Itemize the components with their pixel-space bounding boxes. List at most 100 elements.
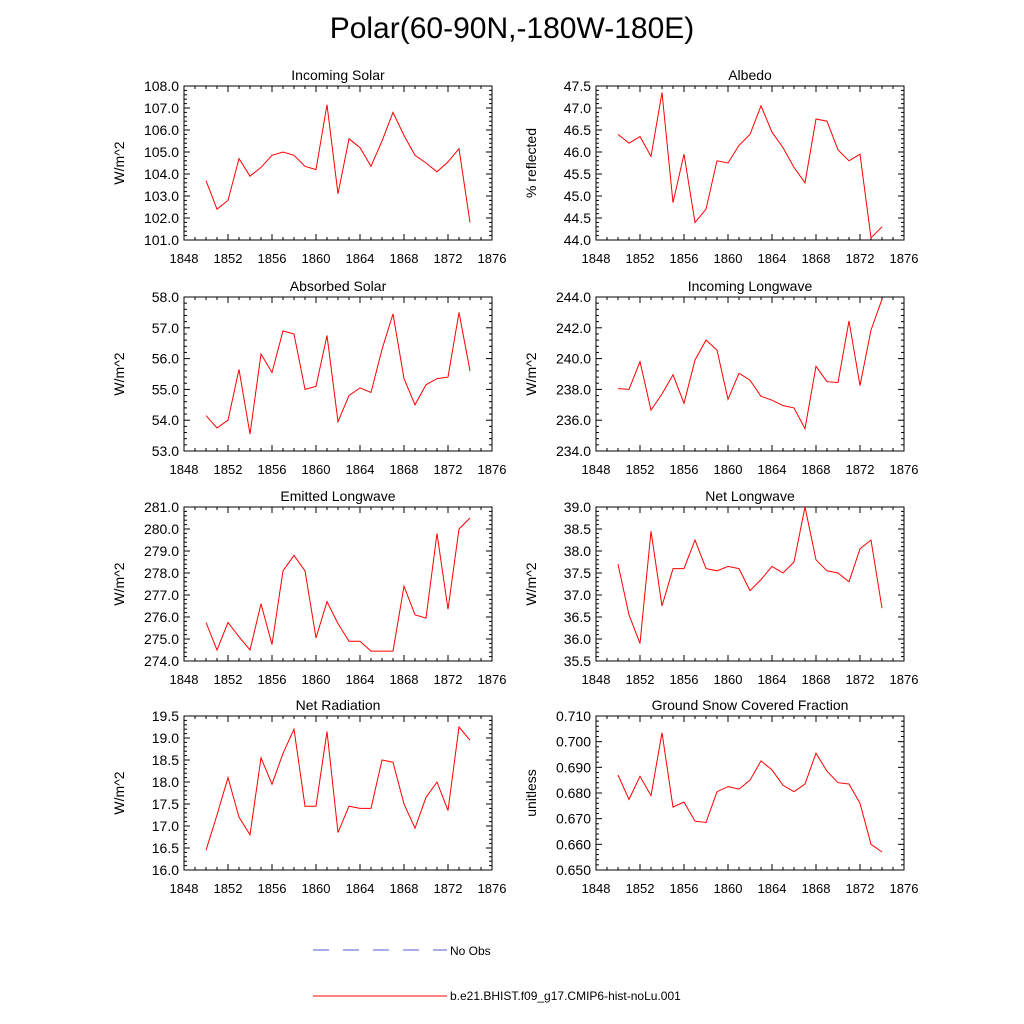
y-tick-label: 280.0 <box>144 521 179 537</box>
series-line <box>617 506 883 644</box>
x-tick-label: 1856 <box>670 251 699 266</box>
y-tick-label: 102.0 <box>144 210 179 226</box>
x-tick-label: 1868 <box>802 462 831 477</box>
x-tick-label: 1848 <box>582 462 611 477</box>
y-tick-label: 278.0 <box>144 565 179 581</box>
x-tick-label: 1860 <box>714 251 743 266</box>
y-tick-label: 0.710 <box>556 708 591 724</box>
y-tick-label: 0.680 <box>556 785 591 801</box>
x-tick-label: 1860 <box>714 462 743 477</box>
x-tick-label: 1876 <box>478 251 507 266</box>
plot-frame <box>183 296 493 452</box>
x-tick-label: 1876 <box>890 251 919 266</box>
y-tick-label: 104.0 <box>144 166 179 182</box>
y-tick-label: 16.5 <box>152 840 179 856</box>
y-tick-label: 279.0 <box>144 543 179 559</box>
x-tick-label: 1864 <box>758 462 787 477</box>
x-tick-label: 1864 <box>758 672 787 687</box>
y-tick-label: 275.0 <box>144 631 179 647</box>
y-tick-label: 46.0 <box>564 144 591 160</box>
y-tick-label: 44.0 <box>564 232 591 248</box>
x-tick-label: 1852 <box>626 251 655 266</box>
series-line <box>617 299 883 431</box>
x-tick-label: 1876 <box>478 462 507 477</box>
x-tick-label: 1876 <box>478 881 507 896</box>
y-tick-label: 106.0 <box>144 122 179 138</box>
y-axis-label: % reflected <box>523 128 539 198</box>
y-tick-label: 274.0 <box>144 653 179 669</box>
panel-title: Ground Snow Covered Fraction <box>652 697 849 713</box>
x-tick-label: 1856 <box>258 462 287 477</box>
y-tick-label: 54.0 <box>152 412 179 428</box>
x-tick-label: 1868 <box>390 462 419 477</box>
plot-frame <box>183 85 493 241</box>
x-tick-label: 1856 <box>258 672 287 687</box>
x-tick-label: 1872 <box>434 672 463 687</box>
panel-title: Net Longwave <box>705 488 795 504</box>
x-tick-label: 1864 <box>346 462 375 477</box>
x-tick-label: 1848 <box>170 881 199 896</box>
panel-title: Net Radiation <box>296 697 381 713</box>
x-tick-label: 1852 <box>626 881 655 896</box>
y-tick-label: 0.660 <box>556 836 591 852</box>
y-tick-label: 108.0 <box>144 78 179 94</box>
panel-net-radiation: 1848 1852 1856 1860 1864 1868 1872 1876 16.0 16.5… <box>111 697 506 896</box>
y-tick-label: 244.0 <box>556 289 591 305</box>
x-tick-label: 1872 <box>846 881 875 896</box>
x-tick-label: 1876 <box>890 462 919 477</box>
panel-albedo: 1848 1852 1856 1860 1864 1868 1872 1876 44.0 44.5… <box>523 67 918 266</box>
x-tick-label: 1856 <box>670 672 699 687</box>
y-tick-label: 55.0 <box>152 381 179 397</box>
x-tick-label: 1848 <box>582 251 611 266</box>
series-line <box>617 92 883 239</box>
x-tick-label: 1848 <box>170 672 199 687</box>
y-tick-label: 58.0 <box>152 289 179 305</box>
series-line <box>205 104 471 223</box>
x-tick-label: 1848 <box>582 672 611 687</box>
panel-emitted-longwave: 1848 1852 1856 1860 1864 1868 1872 1876 274.0 275… <box>111 488 506 687</box>
plot-frame <box>183 506 493 662</box>
y-tick-label: 17.5 <box>152 796 179 812</box>
x-tick-label: 1860 <box>714 672 743 687</box>
y-axis-label: W/m^2 <box>111 562 127 605</box>
x-tick-label: 1852 <box>626 462 655 477</box>
x-tick-label: 1852 <box>214 672 243 687</box>
x-tick-label: 1876 <box>478 672 507 687</box>
y-tick-label: 0.690 <box>556 759 591 775</box>
panel-absorbed-solar: 1848 1852 1856 1860 1864 1868 1872 1876 53.0 54.0… <box>111 278 506 477</box>
x-tick-label: 1856 <box>670 462 699 477</box>
y-tick-label: 37.5 <box>564 565 591 581</box>
x-tick-label: 1856 <box>670 881 699 896</box>
x-tick-label: 1848 <box>170 251 199 266</box>
series-line <box>205 312 471 435</box>
x-tick-label: 1860 <box>302 462 331 477</box>
y-axis-label: W/m^2 <box>523 562 539 605</box>
x-tick-label: 1852 <box>626 672 655 687</box>
y-tick-label: 105.0 <box>144 144 179 160</box>
x-tick-label: 1872 <box>434 462 463 477</box>
y-tick-label: 44.5 <box>564 210 591 226</box>
x-tick-label: 1864 <box>758 881 787 896</box>
y-tick-label: 277.0 <box>144 587 179 603</box>
y-tick-label: 242.0 <box>556 320 591 336</box>
y-tick-label: 57.0 <box>152 320 179 336</box>
y-tick-label: 234.0 <box>556 443 591 459</box>
x-tick-label: 1868 <box>802 881 831 896</box>
x-tick-label: 1860 <box>302 881 331 896</box>
y-tick-label: 107.0 <box>144 100 179 116</box>
plot-frame <box>595 85 905 241</box>
main-title: Polar(60-90N,-180W-180E) <box>329 12 695 45</box>
y-tick-label: 47.5 <box>564 78 591 94</box>
x-tick-label: 1856 <box>258 881 287 896</box>
y-axis-label: W/m^2 <box>523 352 539 395</box>
x-tick-label: 1868 <box>802 672 831 687</box>
x-tick-label: 1868 <box>390 672 419 687</box>
y-tick-label: 18.5 <box>152 752 179 768</box>
y-tick-label: 0.670 <box>556 811 591 827</box>
panel-incoming-longwave: 1848 1852 1856 1860 1864 1868 1872 1876 234.0 236… <box>523 278 918 477</box>
plot-frame <box>595 506 905 662</box>
y-axis-label: W/m^2 <box>111 352 127 395</box>
x-tick-label: 1864 <box>346 251 375 266</box>
panel-ground-snow-covered-fraction: 1848 1852 1856 1860 1864 1868 1872 1876 0.650 0.6… <box>523 697 918 896</box>
y-tick-label: 18.0 <box>152 774 179 790</box>
